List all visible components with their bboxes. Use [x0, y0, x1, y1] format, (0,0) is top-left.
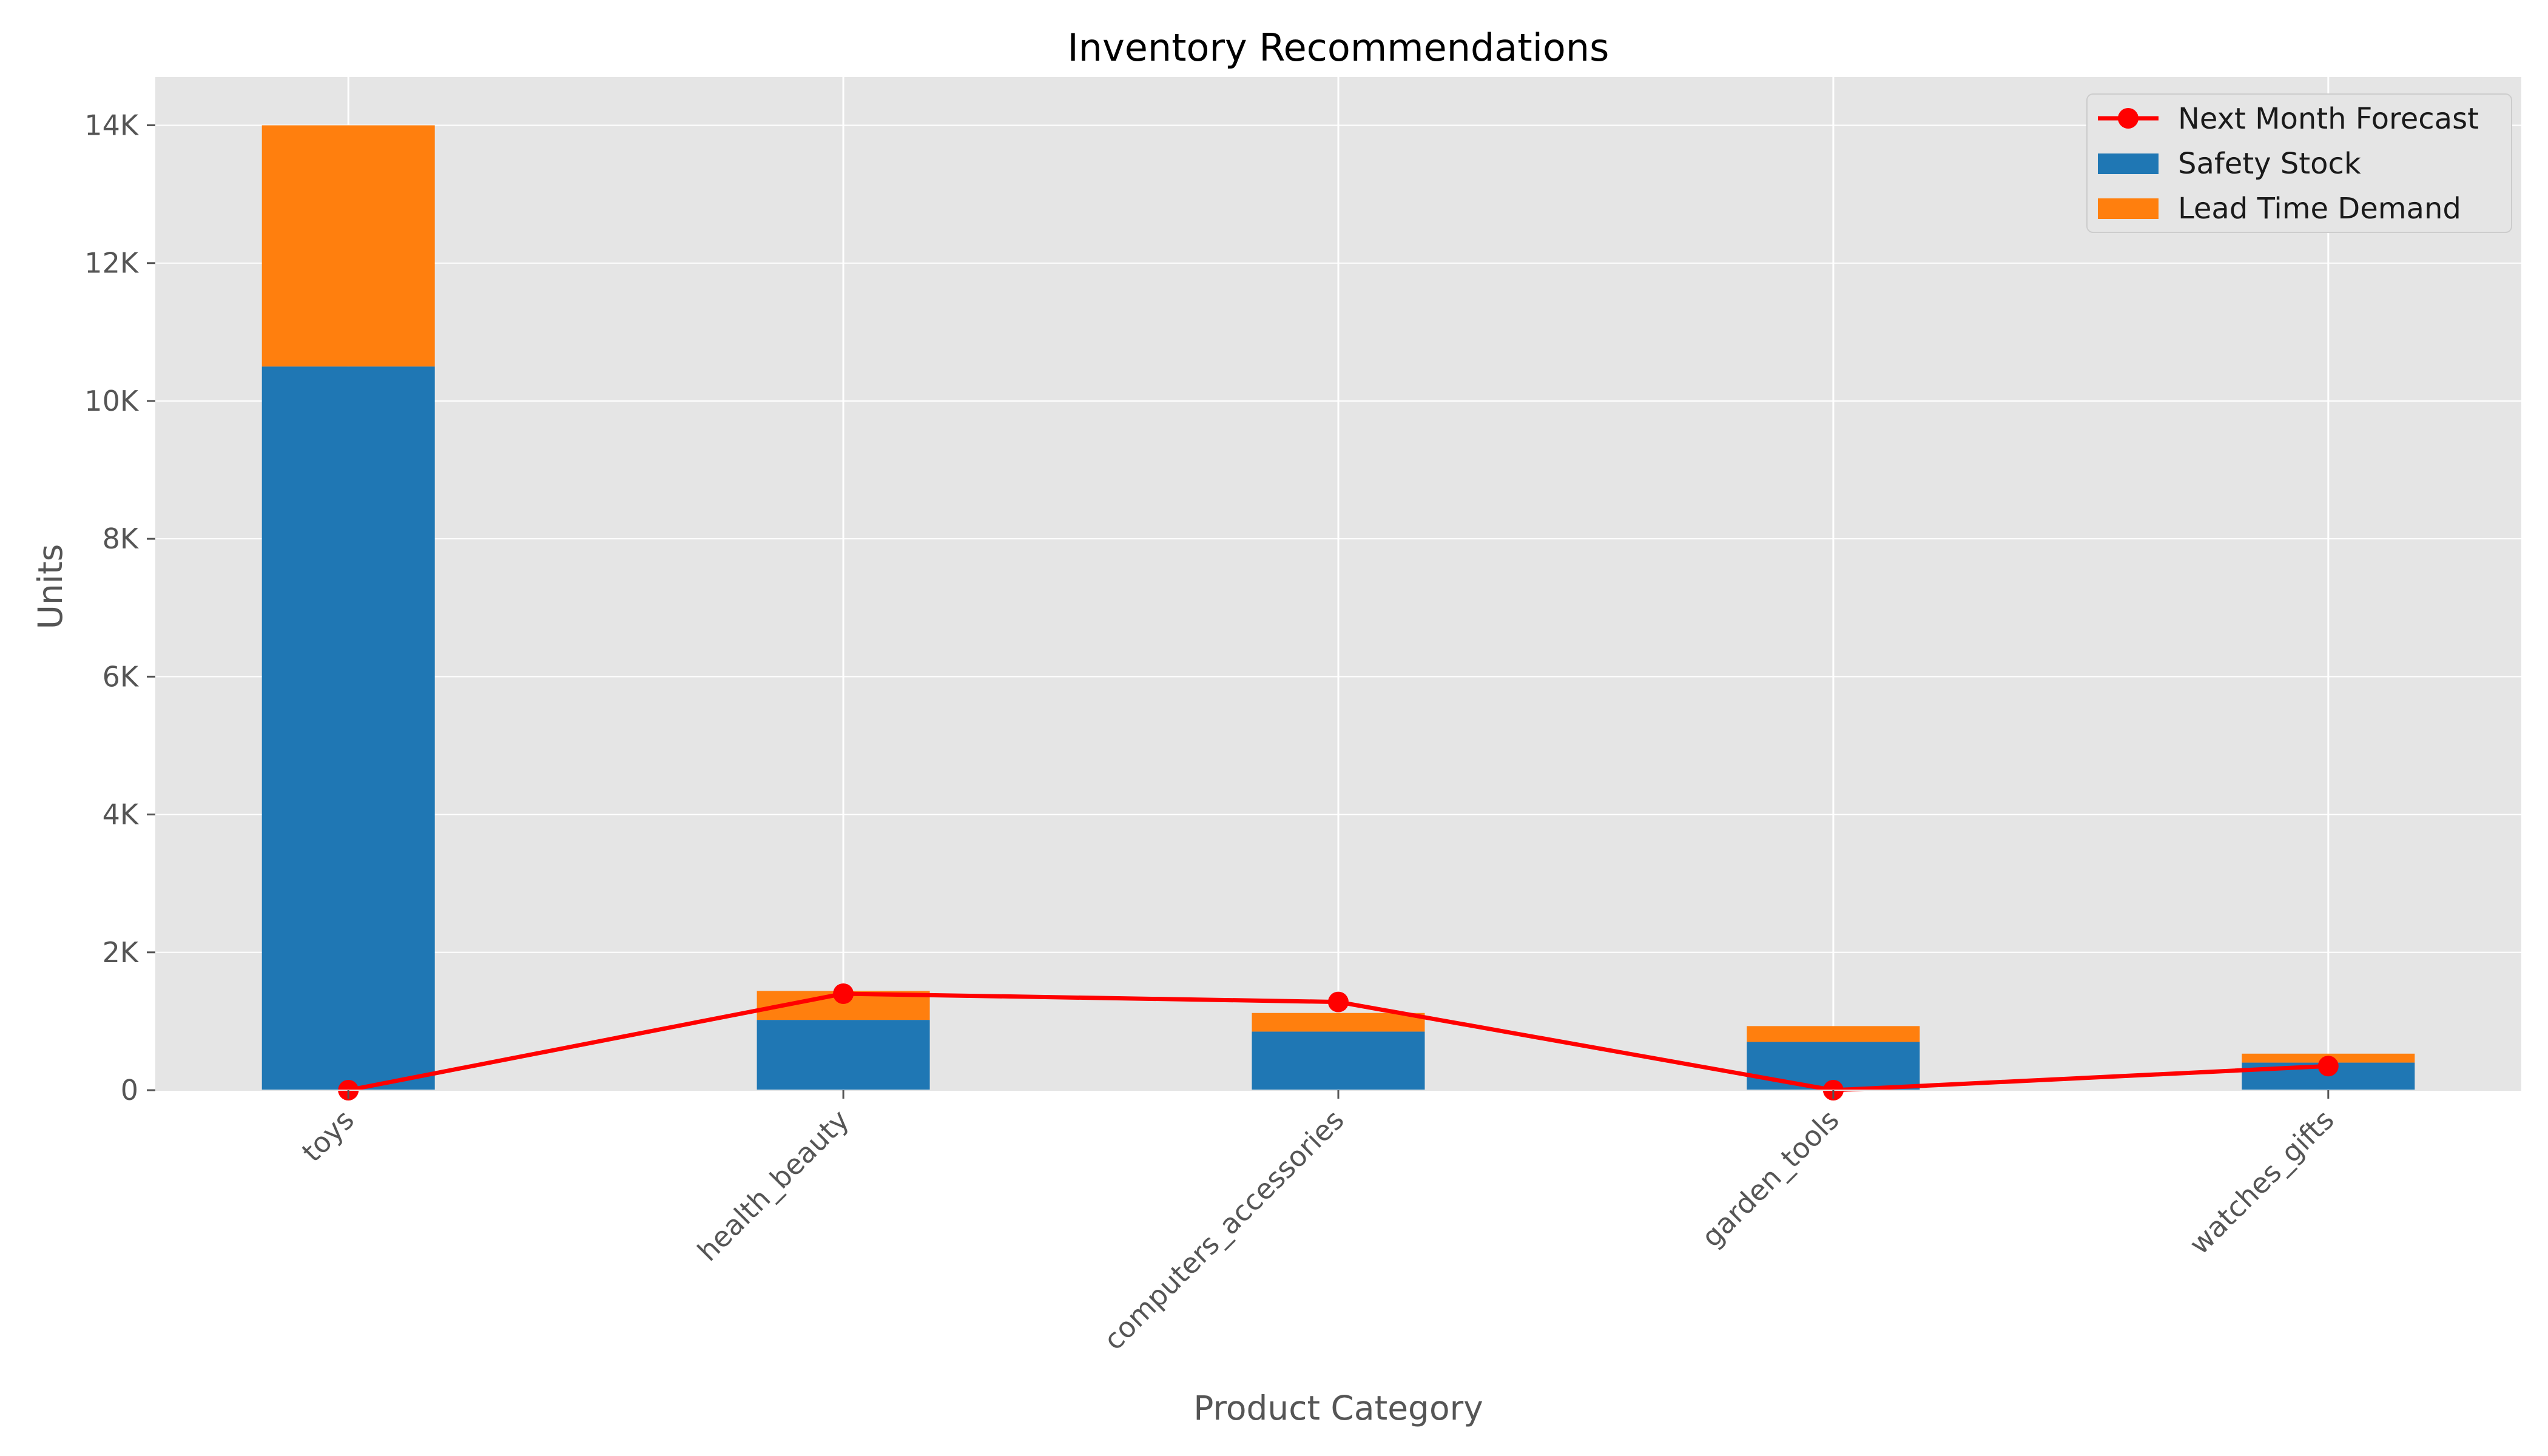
forecast-point-computers-accessories — [1328, 992, 1349, 1013]
legend: Next Month Forecast Safety Stock Lead Time… — [2087, 94, 2512, 232]
y-tick-label: 0 — [121, 1074, 138, 1107]
chart-title: Inventory Recommendations — [1068, 25, 1609, 70]
x-tick-label: toys — [295, 1104, 360, 1168]
legend-swatch-lead-time-demand — [2098, 198, 2159, 219]
y-axis-label: Units — [31, 544, 70, 630]
bar-safety-stock-toys — [262, 366, 435, 1090]
y-tick-label: 6K — [103, 660, 140, 693]
legend-label-lead-time-demand: Lead Time Demand — [2178, 192, 2461, 226]
y-tick-label: 12K — [84, 247, 140, 280]
y-tick-label: 10K — [84, 385, 140, 417]
legend-marker-next-month-forecast — [2118, 108, 2138, 129]
bar-lead-time-demand-garden-tools — [1747, 1026, 1919, 1042]
bar-safety-stock-health-beauty — [757, 1020, 930, 1090]
bar-lead-time-demand-toys — [262, 126, 435, 367]
legend-label-safety-stock: Safety Stock — [2178, 147, 2361, 181]
x-tick-label: computers_accessories — [1097, 1104, 1350, 1357]
bar-lead-time-demand-computers-accessories — [1252, 1013, 1425, 1032]
legend-swatch-safety-stock — [2098, 153, 2159, 174]
y-tick-label: 2K — [103, 936, 140, 969]
forecast-point-health-beauty — [833, 983, 854, 1004]
y-tick-label: 8K — [103, 522, 140, 555]
y-tick-label: 4K — [103, 798, 140, 831]
x-tick-label: garden_tools — [1695, 1104, 1845, 1254]
bar-safety-stock-computers-accessories — [1252, 1031, 1425, 1090]
legend-label-next-month-forecast: Next Month Forecast — [2178, 102, 2479, 136]
x-tick-label: watches_gifts — [2183, 1104, 2340, 1261]
y-tick-label: 14K — [84, 109, 140, 142]
forecast-point-watches-gifts — [2318, 1056, 2339, 1076]
x-tick-label: health_beauty — [691, 1104, 855, 1268]
x-axis-label: Product Category — [1193, 1389, 1483, 1427]
